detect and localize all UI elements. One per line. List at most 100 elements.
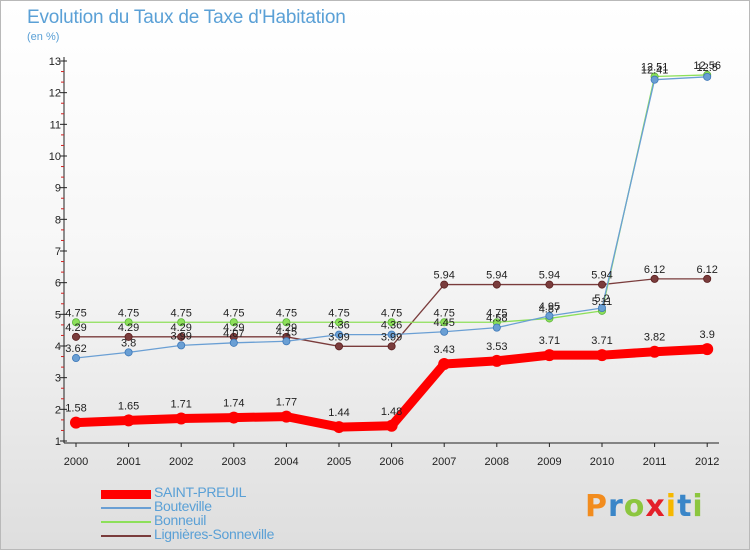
data-label: 3.99	[328, 331, 349, 343]
data-point	[387, 342, 396, 351]
data-point	[650, 274, 659, 283]
logo-letter: P	[585, 489, 608, 524]
legend-swatch	[101, 521, 151, 523]
data-label: 4.58	[486, 313, 507, 325]
logo-letter: r	[608, 489, 624, 524]
data-point	[124, 348, 133, 357]
data-label: 4.29	[65, 322, 86, 334]
data-label: 3.99	[170, 330, 191, 342]
x-tick-label: 2005	[327, 456, 351, 468]
data-point	[648, 345, 661, 358]
data-point	[438, 358, 451, 371]
data-label: 5.11	[592, 296, 613, 308]
data-point	[124, 332, 133, 341]
data-label: 4.45	[433, 317, 454, 329]
data-label: 4.75	[118, 307, 139, 319]
y-tick-label: 3	[55, 373, 61, 385]
y-tick-label: 10	[49, 151, 61, 163]
data-label: 3.62	[65, 343, 86, 355]
data-point	[596, 349, 608, 362]
legend-swatch	[101, 507, 151, 509]
data-point	[545, 280, 554, 289]
chart-title: Evolution du Taux de Taxe d'Habitation	[27, 7, 346, 28]
chart-subtitle: (en %)	[27, 31, 60, 43]
data-point	[492, 280, 501, 289]
data-point	[229, 338, 238, 347]
x-tick-label: 2008	[485, 456, 509, 468]
data-point	[440, 327, 449, 336]
y-tick-label: 9	[55, 183, 61, 195]
proxiti-logo: Proxiti	[585, 489, 704, 524]
data-label: 3.8	[121, 337, 136, 349]
legend-label: Bouteville	[154, 498, 212, 514]
y-tick-label: 12	[49, 88, 61, 100]
logo-letter: i	[665, 489, 678, 524]
data-label: 3.71	[591, 335, 612, 347]
data-point	[175, 412, 188, 425]
data-point	[177, 318, 186, 327]
data-label: 1.65	[118, 400, 139, 412]
data-label: 1.58	[65, 403, 86, 415]
data-point	[387, 330, 396, 339]
data-label: 5.94	[433, 270, 454, 282]
data-label: 3.99	[381, 331, 402, 343]
x-tick-label: 2011	[643, 456, 667, 468]
data-point	[282, 318, 291, 327]
data-point	[177, 341, 186, 350]
data-label: 4.75	[223, 307, 244, 319]
data-label: 4.29	[276, 322, 297, 334]
data-label: 4.87	[539, 303, 560, 315]
legend-label: Lignières-Sonneville	[154, 526, 275, 542]
y-tick-label: 8	[55, 214, 61, 226]
data-label: 3.71	[539, 335, 560, 347]
data-point	[333, 421, 345, 434]
data-point	[70, 416, 82, 429]
y-tick-label: 1	[55, 436, 61, 448]
y-tick-label: 6	[55, 278, 61, 290]
data-point	[282, 337, 291, 346]
logo-letter: i	[692, 489, 704, 524]
logo-letter: o	[623, 489, 646, 524]
data-point	[440, 280, 449, 289]
data-label: 4.07	[223, 328, 244, 340]
data-label: 1.74	[223, 398, 244, 410]
x-tick-label: 2010	[590, 456, 614, 468]
data-label: 5.94	[591, 270, 612, 282]
y-tick-label: 2	[55, 404, 61, 416]
legend-swatch	[101, 489, 151, 499]
data-label: 4.75	[381, 307, 402, 319]
data-label: 12.5	[696, 62, 717, 74]
data-point	[334, 330, 343, 339]
data-label: 12.51	[641, 62, 669, 74]
data-point	[490, 354, 503, 367]
data-point	[387, 318, 396, 327]
data-label: 5.2	[594, 293, 609, 305]
data-label: 3.43	[433, 344, 454, 356]
data-label: 4.75	[328, 307, 349, 319]
data-point	[703, 72, 712, 81]
data-point	[543, 349, 556, 362]
y-tick-label: 7	[55, 246, 61, 258]
x-tick-label: 2006	[379, 456, 403, 468]
data-point	[385, 419, 398, 432]
data-label: 4.29	[118, 322, 139, 334]
x-tick-label: 2012	[695, 456, 719, 468]
data-point	[72, 318, 81, 327]
data-label: 3.53	[486, 341, 507, 353]
data-label: 6.12	[644, 264, 665, 276]
x-tick-label: 2000	[64, 456, 88, 468]
data-label: 4.36	[381, 320, 402, 332]
data-point	[122, 414, 135, 427]
data-label: 4.29	[223, 322, 244, 334]
data-label: 4.75	[276, 307, 297, 319]
data-point	[492, 323, 501, 332]
data-label: 1.44	[328, 407, 349, 419]
data-label: 12.56	[693, 60, 721, 72]
data-point	[72, 332, 81, 341]
data-label: 12.41	[641, 65, 669, 77]
data-point	[598, 303, 607, 312]
data-point	[650, 75, 659, 84]
